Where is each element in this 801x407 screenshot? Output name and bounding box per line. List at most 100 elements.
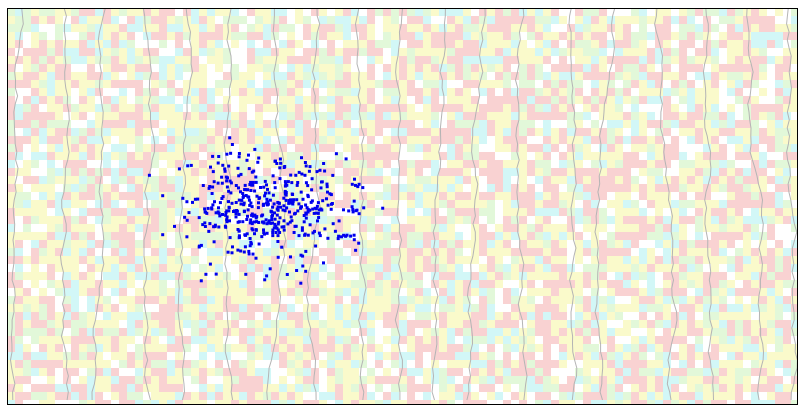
patch [647, 328, 655, 336]
agent [273, 186, 277, 190]
patch [303, 184, 311, 192]
patch [479, 296, 487, 304]
patch [703, 328, 711, 336]
patch [543, 360, 551, 368]
patch [183, 144, 191, 152]
agent [357, 212, 361, 216]
patch [8, 344, 15, 352]
patch [735, 224, 743, 232]
agent [293, 212, 296, 216]
patch [415, 344, 423, 352]
patch [639, 184, 647, 192]
patch [631, 344, 639, 352]
patch [543, 160, 551, 168]
agent [208, 185, 212, 188]
patch [607, 336, 615, 344]
patch [127, 184, 135, 192]
agent [247, 249, 251, 253]
patch [607, 200, 615, 208]
patch [711, 112, 719, 120]
agent [211, 170, 215, 174]
agent [362, 206, 366, 210]
patch [367, 208, 375, 216]
patch [663, 64, 671, 72]
patch [639, 216, 647, 224]
patch [559, 64, 567, 72]
patch [359, 88, 367, 96]
patch [535, 88, 543, 96]
patch [391, 144, 399, 152]
patch [415, 248, 423, 256]
patch [191, 216, 199, 224]
patch [143, 160, 151, 168]
patch [319, 184, 327, 192]
patch [655, 232, 663, 240]
patch [271, 240, 279, 248]
patch [327, 368, 335, 376]
patch [175, 304, 183, 312]
patch [199, 368, 207, 376]
patch [479, 152, 487, 160]
patch [359, 216, 367, 224]
patch [263, 56, 271, 64]
patch [703, 32, 711, 40]
patch [591, 384, 599, 392]
patch [127, 104, 135, 112]
patch [727, 256, 735, 264]
patch [623, 72, 631, 80]
patch [79, 88, 87, 96]
patch [791, 136, 797, 144]
patch [87, 176, 95, 184]
patch [215, 192, 223, 200]
patch [695, 288, 703, 296]
patch [151, 112, 159, 120]
patch [639, 376, 647, 384]
patch [495, 48, 503, 56]
patch [615, 240, 623, 248]
patch [439, 200, 447, 208]
patch [31, 360, 39, 368]
patch [647, 280, 655, 288]
patch [479, 384, 487, 392]
patch [231, 136, 239, 144]
patch [687, 320, 695, 328]
patch [503, 376, 511, 384]
patch [775, 40, 783, 48]
patch [519, 24, 527, 32]
patch [479, 48, 487, 56]
patch [183, 168, 191, 176]
patch [279, 136, 287, 144]
patch [407, 344, 415, 352]
patch [199, 160, 207, 168]
patch [351, 24, 359, 32]
patch [159, 16, 167, 24]
patch [775, 128, 783, 136]
patch [711, 336, 719, 344]
patch [655, 368, 663, 376]
patch [311, 112, 319, 120]
patch [767, 264, 775, 272]
patch [47, 200, 55, 208]
patch [159, 224, 167, 232]
patch [703, 392, 711, 400]
patch [719, 280, 727, 288]
patch [623, 320, 631, 328]
patch [647, 168, 655, 176]
patch [111, 168, 119, 176]
patch [599, 216, 607, 224]
patch [647, 88, 655, 96]
agent [228, 136, 232, 140]
patch [519, 296, 527, 304]
patch [615, 40, 623, 48]
patch [671, 152, 679, 160]
patch [407, 104, 415, 112]
patch [607, 392, 615, 400]
contour-line [266, 9, 287, 401]
patch [503, 224, 511, 232]
patch [47, 64, 55, 72]
patch [503, 232, 511, 240]
patch [695, 184, 703, 192]
patch [103, 296, 111, 304]
patch [271, 9, 279, 16]
patch [79, 312, 87, 320]
